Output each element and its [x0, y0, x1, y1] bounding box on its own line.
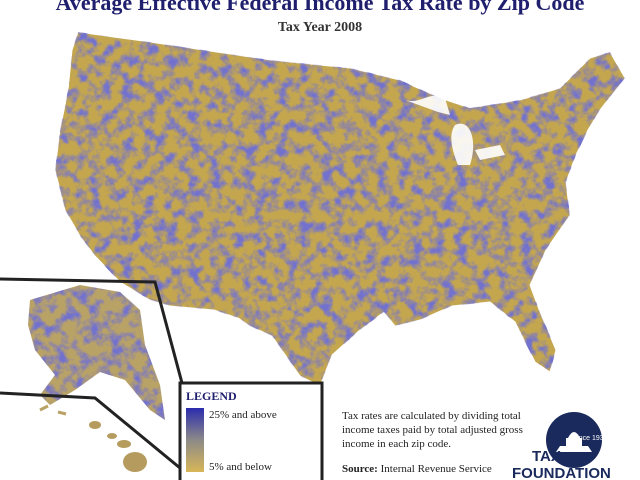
map-subtitle: Tax Year 2008: [278, 20, 362, 35]
map-title: Average Effective Federal Income Tax Rat…: [56, 0, 585, 15]
source-text: Internal Revenue Service: [381, 463, 492, 475]
us-map: [54, 31, 626, 387]
alaska-inset: [28, 285, 165, 420]
inset-borders: [0, 277, 184, 470]
logo: Since 1937 TAX FOUNDATION: [512, 412, 611, 480]
legend-gradient: [186, 408, 204, 472]
logo-since: Since 1937: [572, 435, 607, 442]
legend-title: LEGEND: [186, 389, 237, 403]
legend-low: 5% and below: [209, 461, 272, 473]
note-line: income taxes paid by total adjusted gros…: [342, 424, 523, 436]
hawaii-inset: [89, 421, 147, 472]
note-line: income in each zip code.: [342, 438, 451, 450]
legend: LEGEND 25% and above 5% and below: [178, 381, 324, 480]
source-label: Source:: [342, 463, 378, 475]
source: Source: Internal Revenue Service: [342, 463, 492, 475]
legend-high: 25% and above: [209, 409, 277, 421]
note-line: Tax rates are calculated by dividing tot…: [342, 410, 521, 422]
logo-foundation: FOUNDATION: [512, 465, 611, 480]
note: Tax rates are calculated by dividing tot…: [342, 410, 523, 475]
logo-tax: TAX: [532, 448, 561, 465]
